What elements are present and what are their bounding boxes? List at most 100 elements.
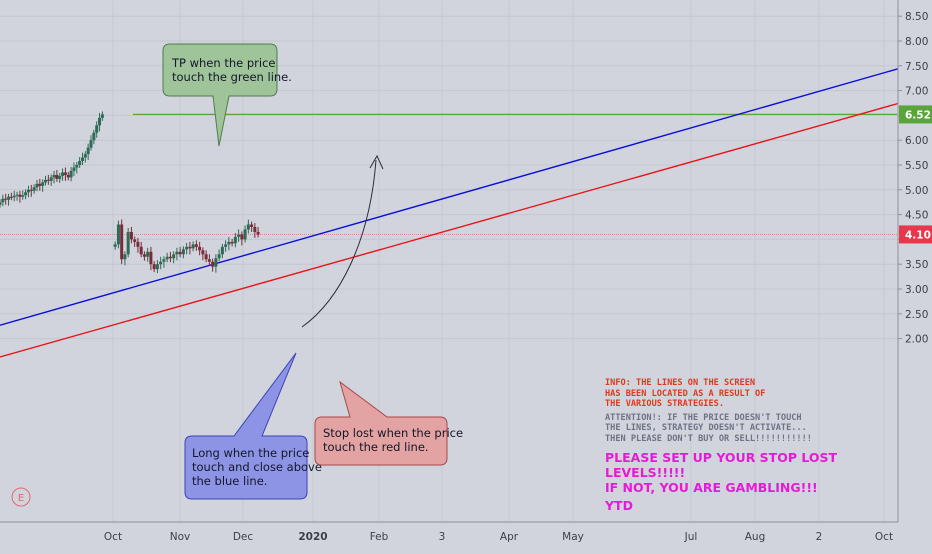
time-tick-label: May xyxy=(562,531,584,543)
price-axis-bg xyxy=(898,0,932,550)
price-tick-label: 2.00 xyxy=(905,334,928,346)
candles-layer[interactable] xyxy=(0,111,260,274)
candle-body xyxy=(83,154,87,158)
candle-body xyxy=(126,231,130,255)
candle-body xyxy=(146,251,150,257)
candle-body xyxy=(162,259,166,262)
price-tick-label: 5.00 xyxy=(905,185,928,197)
candle-body xyxy=(24,192,28,196)
long-callout-text: Long when the price xyxy=(192,446,309,460)
candle-body xyxy=(0,202,2,205)
earnings-badge-label: E xyxy=(18,493,24,504)
candle-body xyxy=(139,246,143,255)
candle-body xyxy=(120,224,124,260)
time-tick-label: Dec xyxy=(233,531,254,543)
candle-body xyxy=(256,231,260,235)
candle-body xyxy=(35,183,39,188)
candle-body xyxy=(188,246,192,249)
time-tick-label: Jul xyxy=(684,531,698,543)
candle-body xyxy=(95,125,99,133)
candle-body xyxy=(237,234,241,237)
stop-callout-text: Stop lost when the price xyxy=(323,426,463,440)
candle-body xyxy=(136,241,140,247)
candle-body xyxy=(168,256,172,259)
candle-body xyxy=(214,258,218,267)
candle-body xyxy=(133,239,137,242)
stop-callout-shape xyxy=(314,380,448,466)
price-tick-label: 8.50 xyxy=(905,11,928,23)
candle-body xyxy=(201,250,205,255)
tp-callout-text: TP when the price xyxy=(171,56,275,70)
candle-body xyxy=(29,189,33,191)
price-tick-label: 5.50 xyxy=(905,160,928,172)
earnings-badge: E xyxy=(11,487,31,507)
candle-body xyxy=(204,254,208,260)
time-tick-label: Oct xyxy=(104,531,122,543)
candle-body xyxy=(58,175,62,179)
tp-callout-shape xyxy=(162,43,278,147)
candle-body xyxy=(80,157,84,162)
candle-body xyxy=(250,224,254,227)
candle-body xyxy=(75,165,79,168)
price-tag-bg xyxy=(899,105,932,124)
red-trend-line xyxy=(0,102,899,358)
time-tick-label: 3 xyxy=(439,531,446,543)
candle-body xyxy=(172,254,176,259)
candle-body xyxy=(191,244,195,249)
price-tick-label: 3.00 xyxy=(905,284,928,296)
time-tick-label: Oct xyxy=(875,531,893,543)
candle-body xyxy=(211,261,215,267)
candle-body xyxy=(89,140,93,148)
blue-trend-line xyxy=(0,68,899,326)
candle-body xyxy=(12,195,16,198)
candle-body xyxy=(9,196,13,198)
price-tick-label: 8.00 xyxy=(905,36,928,48)
candle-body xyxy=(63,172,67,175)
candle-body xyxy=(44,179,48,183)
price-tick-label: 2.50 xyxy=(905,309,928,321)
candle-body xyxy=(142,254,146,257)
candle-body xyxy=(233,236,237,244)
stop-callout-text: touch the red line. xyxy=(323,440,429,454)
time-tick-label: 2 xyxy=(816,531,823,543)
candle-body xyxy=(194,244,198,247)
candle-body xyxy=(21,195,25,197)
candle-body xyxy=(129,231,133,240)
candle-body xyxy=(155,264,159,270)
candle-body xyxy=(220,246,224,255)
price-tick-label: 7.00 xyxy=(905,86,928,98)
long-callout-text: the blue line. xyxy=(192,474,267,488)
price-tick-label: 6.00 xyxy=(905,135,928,147)
price-tick-label: 4.50 xyxy=(905,210,928,222)
price-tag-bg xyxy=(899,225,932,244)
candle-body xyxy=(165,256,169,260)
candle-body xyxy=(149,251,153,265)
candle-body xyxy=(100,114,104,118)
price-tag-label: 6.52 xyxy=(905,109,931,121)
candle-body xyxy=(159,261,163,265)
candle-body xyxy=(224,244,228,247)
candle-body xyxy=(113,244,117,247)
price-tick-label: 3.50 xyxy=(905,259,928,271)
info-text-block[interactable]: INFO: THE LINES ON THE SCREEN HAS BEEN L… xyxy=(605,378,905,513)
candle-body xyxy=(61,172,65,176)
candle-body xyxy=(98,117,102,126)
candle-body xyxy=(78,161,82,165)
stop-loss-warning-text: PLEASE SET UP YOUR STOP LOST LEVELS!!!!!… xyxy=(605,450,838,495)
earnings-badge-circle xyxy=(11,487,31,507)
candle-body xyxy=(52,174,56,178)
candle-body xyxy=(15,194,19,196)
time-tick-label: Apr xyxy=(500,531,519,543)
price-tick-label: 7.50 xyxy=(905,61,928,73)
candle-body xyxy=(1,198,5,203)
candle-body xyxy=(198,246,202,251)
candle-body xyxy=(253,227,257,232)
candle-body xyxy=(178,251,182,255)
candle-body xyxy=(66,174,70,178)
